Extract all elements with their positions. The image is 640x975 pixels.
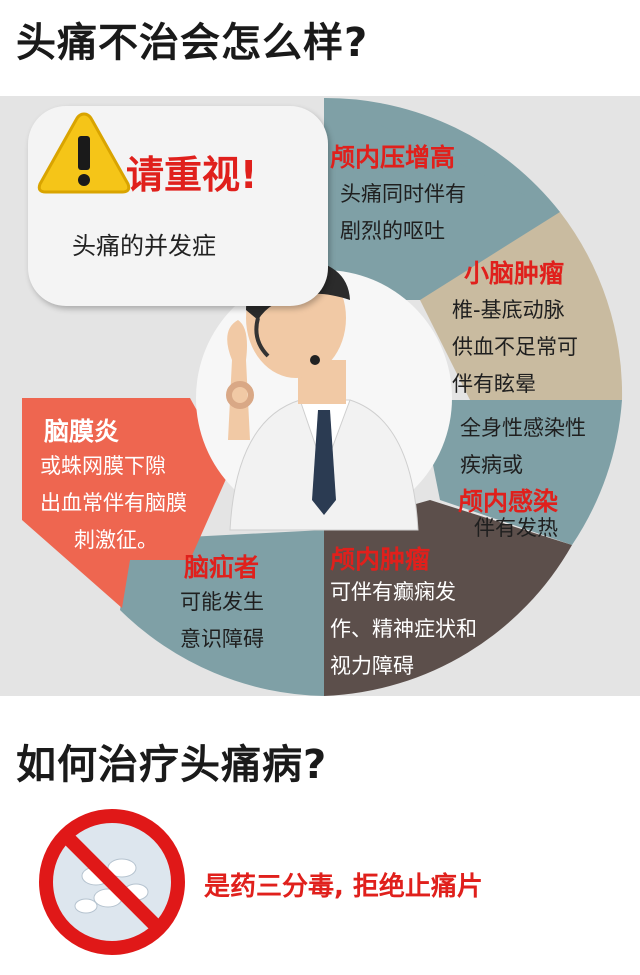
text-line: 供血不足常可: [452, 335, 578, 359]
text-line: 伴有眩晕: [452, 372, 536, 396]
section-title-treatment: 如何治疗头痛病?: [16, 742, 328, 788]
segment-text-infection: 全身性感染性 疾病或: [460, 410, 586, 484]
text-line: 剧烈的呕吐: [340, 219, 445, 243]
text-line: 意识障碍: [180, 627, 264, 651]
segment-meningitis: [22, 398, 230, 608]
text-line: 出血常伴有脑膜: [40, 491, 187, 515]
segment-title-intracranial-pressure: 颅内压增高: [330, 143, 456, 172]
warning-label: 请重视!: [126, 153, 258, 197]
segment-tail-infection: 伴有发热: [474, 516, 558, 540]
advice-text: 是药三分毒, 拒绝止痛片: [204, 872, 483, 902]
text-line: 全身性感染性: [460, 416, 586, 440]
text-line: 可伴有癫痫发: [330, 580, 456, 604]
text-line: 或蛛网膜下隙: [40, 454, 166, 478]
text-line: 可能发生: [180, 590, 264, 614]
segment-title-cerebellar-tumor: 小脑肿瘤: [464, 259, 565, 288]
text-line: 疾病或: [460, 453, 523, 477]
segment-cerebellar-tumor: [420, 212, 623, 400]
bubble-subtitle: 头痛的并发症: [72, 232, 216, 260]
segment-stroke: [120, 530, 324, 696]
segment-text-meningitis: 或蛛网膜下隙 出血常伴有脑膜 刺激征。: [40, 448, 187, 559]
text-line: 刺激征。: [74, 528, 158, 552]
warning-icon: [37, 112, 131, 194]
segment-text-intracranial-pressure: 头痛同时伴有 剧烈的呕吐: [340, 176, 466, 250]
segment-title-meningitis: 脑膜炎: [44, 417, 120, 446]
text-line: 头痛同时伴有: [340, 182, 466, 206]
text-line: 作、精神症状和: [330, 617, 477, 641]
complication-wheel: [22, 97, 623, 696]
no-pills-icon: [39, 809, 185, 955]
segment-infection: [420, 400, 622, 545]
segment-text-brain-tumor: 可伴有癫痫发 作、精神症状和 视力障碍: [330, 574, 477, 685]
text-line: 视力障碍: [330, 654, 414, 678]
segment-brain-tumor: [324, 500, 572, 696]
segment-title-infection: 颅内感染: [458, 487, 559, 516]
segment-title-stroke: 脑疝者: [184, 553, 260, 582]
page-title: 头痛不治会怎么样?: [16, 20, 369, 66]
segment-text-cerebellar-tumor: 椎-基底动脉 供血不足常可 伴有眩晕: [452, 292, 578, 403]
segment-text-stroke: 可能发生 意识障碍: [180, 584, 264, 658]
text-line: 椎-基底动脉: [452, 298, 565, 322]
segment-title-brain-tumor: 颅内肿瘤: [330, 545, 431, 574]
